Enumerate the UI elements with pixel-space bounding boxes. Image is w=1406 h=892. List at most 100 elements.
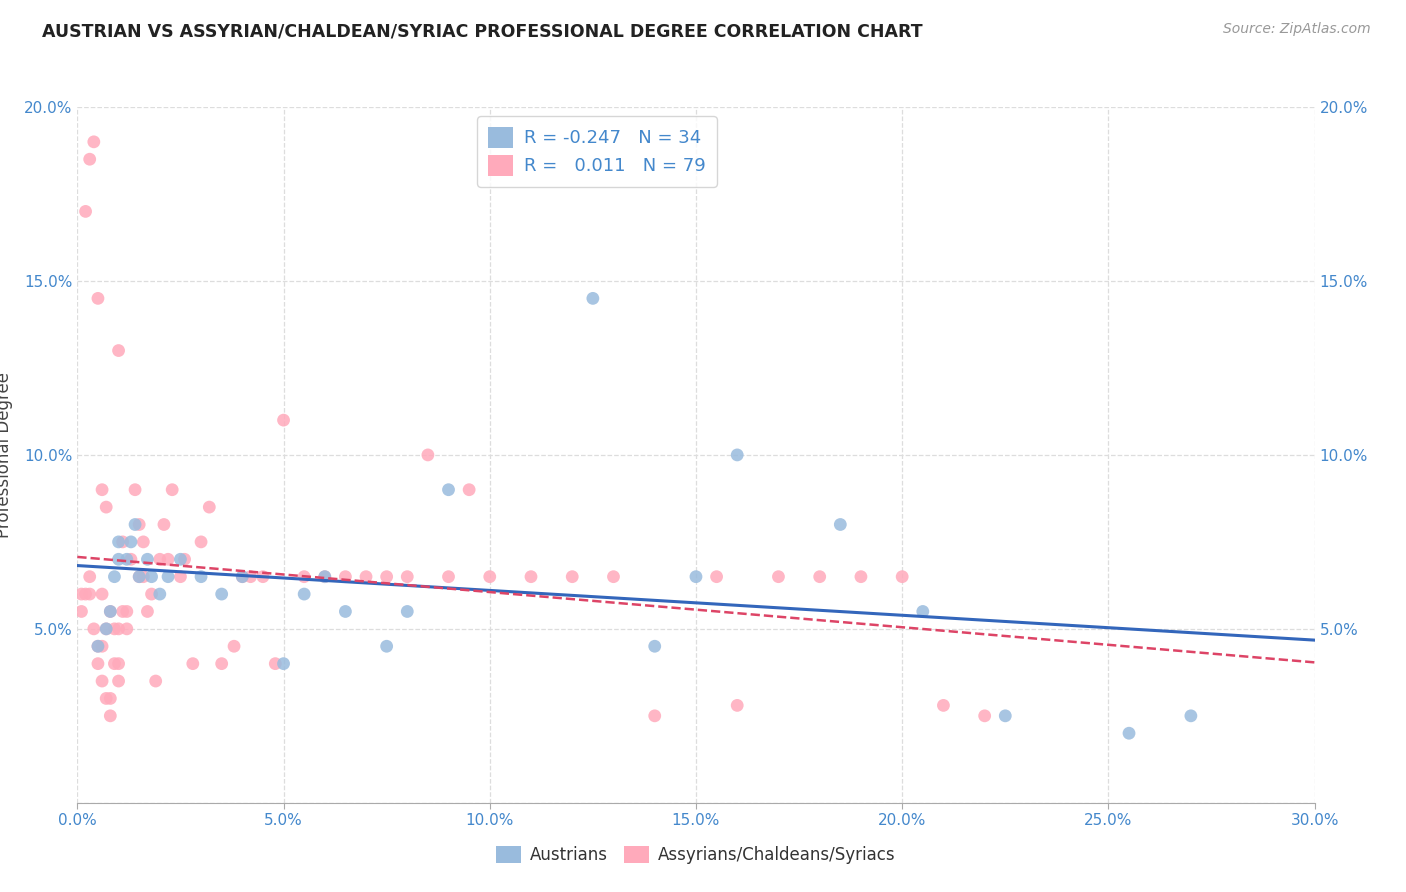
Point [994,708,1017,723]
Point [107,657,129,671]
Point [1118,726,1140,740]
Point [103,570,125,584]
Point [644,708,666,723]
Point [128,570,150,584]
Point [973,708,995,723]
Point [314,570,336,584]
Point [190,570,212,584]
Point [169,570,191,584]
Point [87,657,110,671]
Point [107,552,129,566]
Point [128,570,150,584]
Point [354,570,377,584]
Point [87,291,110,305]
Point [706,570,728,584]
Point [132,570,155,584]
Point [107,674,129,689]
Point [582,291,605,305]
Point [437,483,460,497]
Point [107,343,129,358]
Point [314,570,336,584]
Point [157,570,180,584]
Point [561,570,583,584]
Point [141,570,163,584]
Point [70,605,93,619]
Point [107,622,129,636]
Point [128,517,150,532]
Point [173,552,195,566]
Point [87,639,110,653]
Point [136,552,159,566]
Point [91,587,114,601]
Point [292,587,315,601]
Point [141,587,163,601]
Point [136,605,159,619]
Point [91,483,114,497]
Point [149,552,172,566]
Point [96,691,118,706]
Point [124,483,146,497]
Point [96,500,118,514]
Point [222,639,245,653]
Point [103,657,125,671]
Point [685,570,707,584]
Point [98,691,121,706]
Point [644,639,666,653]
Point [91,639,114,653]
Point [111,534,134,549]
Point [157,552,180,566]
Point [120,534,142,549]
Text: AUSTRIAN VS ASSYRIAN/CHALDEAN/SYRIAC PROFESSIONAL DEGREE CORRELATION CHART: AUSTRIAN VS ASSYRIAN/CHALDEAN/SYRIAC PRO… [42,22,922,40]
Text: Source: ZipAtlas.com: Source: ZipAtlas.com [1223,22,1371,37]
Point [75,587,97,601]
Point [932,698,955,713]
Point [75,204,97,219]
Point [70,587,93,601]
Point [1180,708,1202,723]
Point [190,534,212,549]
Point [335,570,357,584]
Point [602,570,624,584]
Point [768,570,790,584]
Point [96,622,118,636]
Point [416,448,439,462]
Point [273,413,295,427]
Point [911,605,934,619]
Point [79,570,101,584]
Point [149,587,172,601]
Point [396,570,419,584]
Point [111,605,134,619]
Point [91,674,114,689]
Point [231,570,253,584]
Point [830,517,852,532]
Point [375,570,398,584]
Point [211,657,233,671]
Point [79,587,101,601]
Point [98,708,121,723]
Point [96,622,118,636]
Point [115,605,138,619]
Point [98,605,121,619]
Point [98,605,121,619]
Point [335,605,357,619]
Point [273,657,295,671]
Point [160,483,183,497]
Point [375,639,398,653]
Point [252,570,274,584]
Point [478,570,501,584]
Point [132,534,155,549]
Point [725,698,748,713]
Point [396,605,419,619]
Point [83,135,105,149]
Point [292,570,315,584]
Point [239,570,262,584]
Point [83,622,105,636]
Point [124,517,146,532]
Point [458,483,481,497]
Point [79,152,101,166]
Legend: Austrians, Assyrians/Chaldeans/Syriacs: Austrians, Assyrians/Chaldeans/Syriacs [489,839,903,871]
Point [520,570,543,584]
Point [169,552,191,566]
Point [891,570,914,584]
Point [153,517,176,532]
